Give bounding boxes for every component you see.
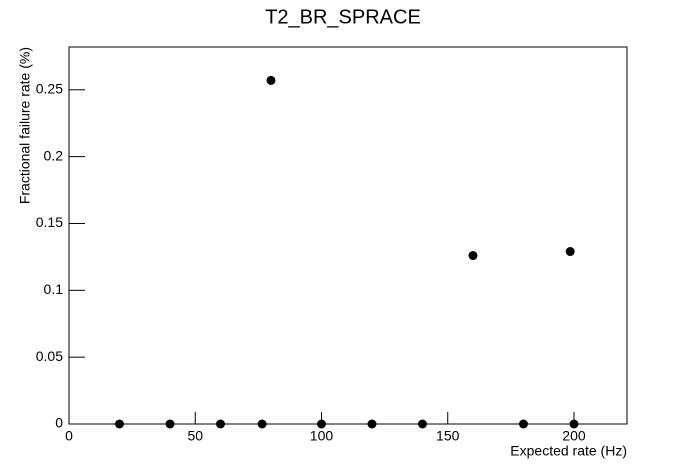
x-axis-label: Expected rate (Hz) — [510, 443, 627, 459]
point — [165, 419, 175, 429]
point — [468, 251, 478, 261]
point — [316, 419, 326, 429]
point — [367, 419, 377, 429]
x-tick-label: 0 — [65, 428, 73, 444]
x-tick-label: 50 — [187, 428, 203, 444]
point — [417, 419, 427, 429]
plot-frame — [68, 46, 628, 425]
x-tick-label: 200 — [562, 428, 586, 444]
x-tick-label: 150 — [436, 428, 460, 444]
point — [266, 75, 276, 85]
y-tick-label: 0.25 — [36, 80, 63, 96]
chart-title: T2_BR_SPRACE — [265, 6, 421, 28]
point — [565, 247, 575, 257]
y-tick-label: 0.1 — [44, 281, 64, 297]
y-tick-label: 0 — [55, 415, 63, 431]
x-tick-label: 100 — [310, 428, 334, 444]
point — [257, 419, 267, 429]
y-axis-label: Fractional failure rate (%) — [17, 47, 33, 204]
y-tick-label: 0.15 — [36, 214, 63, 230]
point — [215, 419, 225, 429]
point — [518, 419, 528, 429]
y-tick-label: 0.05 — [36, 348, 63, 364]
y-tick-label: 0.2 — [44, 147, 64, 163]
point — [569, 419, 579, 429]
point — [114, 419, 124, 429]
